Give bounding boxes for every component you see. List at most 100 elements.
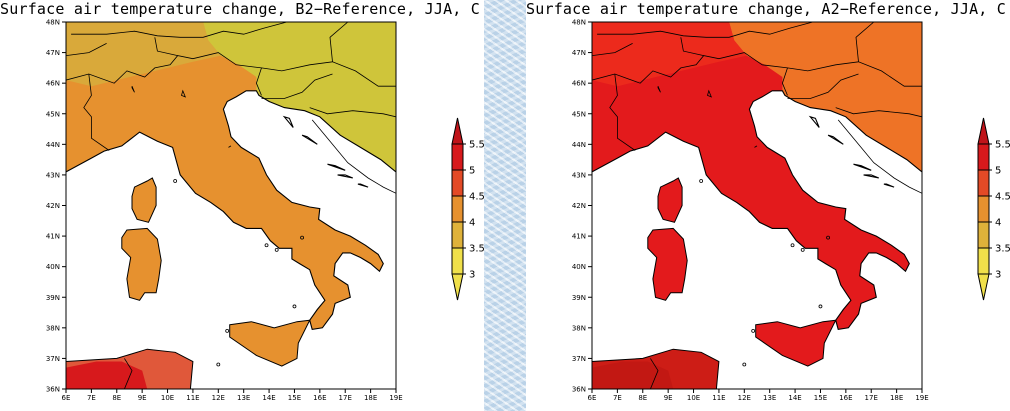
lon-tick-label: 12E [212, 394, 225, 402]
lat-tick-label: 36N [46, 386, 60, 394]
small-island [173, 179, 178, 183]
dalmatian-island [282, 115, 294, 128]
small-island [292, 304, 297, 309]
alps-zone [66, 22, 221, 87]
lat-tick-label: 46N [46, 80, 60, 88]
colorbar-tick-label: 4.5 [995, 192, 1010, 203]
lat-tick-label: 40N [46, 263, 60, 271]
colorbar-tick-label: 3.5 [995, 244, 1010, 255]
colorbar-segment [977, 247, 990, 275]
small-island [699, 179, 704, 183]
small-island [274, 247, 279, 252]
lon-tick-label: 14E [788, 394, 801, 402]
africa-coastline [592, 348, 720, 389]
lon-tick-label: 7E [87, 394, 96, 402]
colorbar-tick-label: 4.5 [469, 192, 484, 203]
map-layers-b2 [66, 22, 396, 389]
small-island [800, 247, 805, 252]
lon-tick-label: 15E [288, 394, 301, 402]
map-layers-a2 [592, 22, 922, 389]
sardinia [121, 227, 162, 301]
northeast-zone [203, 22, 396, 172]
lat-tick-label: 44N [572, 141, 586, 149]
country-border [781, 67, 788, 96]
country-border [261, 73, 333, 99]
small-island [751, 328, 756, 333]
country-border [592, 43, 633, 56]
lat-tick-label: 37N [572, 355, 586, 363]
lon-tick-label: 9E [664, 394, 673, 402]
dalmatian-island [827, 134, 844, 145]
lat-tick-label: 40N [572, 263, 586, 271]
corsica [657, 177, 683, 223]
dalmatian-island [883, 183, 895, 188]
lon-tick-label: 8E [638, 394, 647, 402]
country-border [754, 145, 758, 148]
colorbar-segment [977, 195, 990, 223]
alps-zone [592, 22, 747, 87]
northeast-zone [729, 22, 922, 172]
algeria-tunisia-border [650, 358, 659, 389]
lat-tick-label: 42N [46, 202, 60, 210]
lat-tick-label: 44N [46, 141, 60, 149]
country-border [837, 119, 922, 194]
country-border [592, 52, 788, 84]
lat-tick-label: 42N [572, 202, 586, 210]
country-border [311, 119, 396, 194]
lon-tick-label: 18E [364, 394, 377, 402]
country-border [855, 22, 875, 62]
lat-tick-label: 46N [572, 80, 586, 88]
lat-tick-label: 45N [46, 110, 60, 118]
colorbar-tick-label: 3 [995, 270, 1001, 281]
colorbar-bottom-arrow [451, 273, 464, 301]
colorbar-segment [977, 169, 990, 197]
sicily [229, 319, 311, 367]
colorbar-tick-label: 5 [995, 166, 1001, 177]
colorbar-tick-label: 5 [469, 166, 475, 177]
country-border [228, 145, 232, 148]
country-border [609, 73, 636, 151]
colorbar-top-arrow [451, 117, 464, 145]
lat-tick-label: 47N [46, 49, 60, 57]
algeria-tunisia-border [124, 358, 133, 389]
lon-tick-label: 14E [262, 394, 275, 402]
country-border [154, 37, 178, 56]
map-title-b2: Surface air temperature change, B2−Refer… [0, 0, 480, 18]
lon-tick-label: 6E [62, 394, 71, 402]
sicily [755, 319, 837, 367]
lat-tick-label: 47N [572, 49, 586, 57]
colorbar-tick-label: 4 [995, 218, 1001, 229]
dalmatian-island [808, 115, 820, 128]
dalmatian-island [357, 183, 369, 188]
lake-outline [131, 86, 135, 93]
country-border [309, 107, 396, 118]
small-island [264, 243, 269, 248]
country-border [787, 73, 859, 99]
lat-tick-label: 36N [572, 386, 586, 394]
dalmatian-island [337, 174, 354, 179]
mainland-coastline [66, 90, 396, 331]
lat-tick-label: 48N [46, 19, 60, 27]
lon-tick-label: 10E [687, 394, 700, 402]
colorbar-segment [977, 143, 990, 171]
lon-tick-label: 7E [613, 394, 622, 402]
lat-tick-label: 43N [46, 171, 60, 179]
dalmatian-island [301, 134, 318, 145]
corsica [131, 177, 157, 223]
lat-tick-label: 39N [572, 294, 586, 302]
africa-coastline [66, 348, 194, 389]
small-island [790, 243, 795, 248]
lon-tick-label: 16E [839, 394, 852, 402]
colorbar-top-arrow [977, 117, 990, 145]
lon-tick-label: 18E [890, 394, 903, 402]
country-border [66, 52, 262, 84]
lon-tick-label: 13E [237, 394, 250, 402]
lat-tick-label: 41N [572, 233, 586, 241]
colorbar-tick-label: 5.5 [469, 140, 484, 151]
lon-tick-label: 17E [339, 394, 352, 402]
dalmatian-island [853, 163, 872, 171]
lon-tick-label: 15E [814, 394, 827, 402]
country-border [680, 37, 704, 56]
map-panel-b2: Surface air temperature change, B2−Refer… [0, 0, 484, 411]
colorbar-segment [451, 221, 464, 249]
